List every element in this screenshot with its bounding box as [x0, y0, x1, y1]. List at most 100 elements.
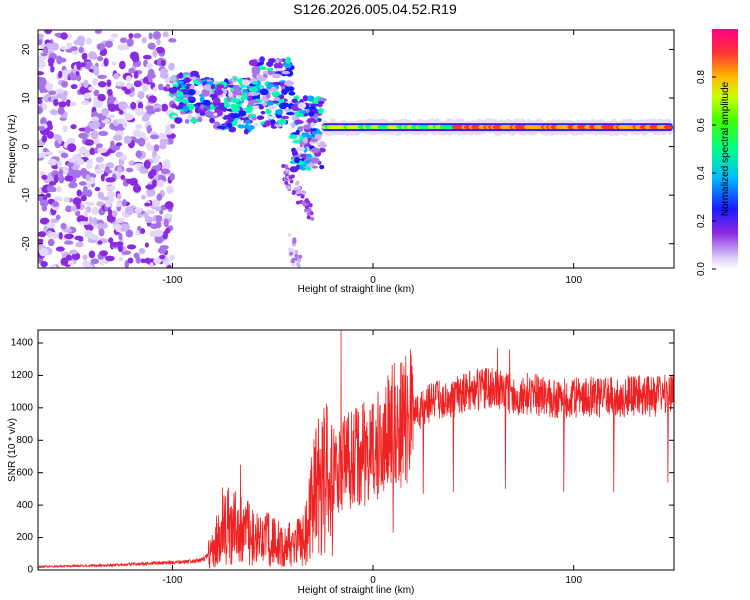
heatmap-cell — [47, 158, 58, 166]
heatmap-cell — [115, 81, 125, 87]
heatmap-cell — [97, 191, 105, 200]
heatmap-cell — [232, 88, 243, 96]
heatmap-cell — [159, 68, 169, 74]
heatmap-cell — [298, 126, 304, 132]
heatmap-cell — [135, 108, 145, 117]
heatmap-cell — [91, 206, 99, 216]
heatmap-cell — [146, 63, 153, 70]
heatmap-cell — [308, 111, 315, 117]
heatmap-cell — [294, 156, 300, 164]
heatmap-cell — [222, 88, 228, 95]
heatmap-cell — [92, 217, 98, 226]
heatmap-layer — [38, 30, 674, 268]
snr-x-label: Height of straight line (km) — [298, 585, 415, 596]
heatmap-cell — [48, 90, 57, 96]
heatmap-cell — [147, 68, 155, 78]
heatmap-cell — [308, 203, 313, 208]
heatmap-cell — [53, 98, 59, 107]
heatmap-cell — [295, 129, 300, 136]
heatmap-cell — [133, 252, 140, 259]
colorbar-tick-label: 0.2 — [696, 214, 707, 228]
heatmap-cell — [281, 163, 286, 168]
heatmap-cell — [161, 103, 169, 112]
heatmap-cell — [174, 97, 182, 102]
heatmap-cell — [86, 182, 91, 189]
heatmap-cell — [277, 118, 287, 125]
heatmap-cell — [251, 116, 257, 121]
heatmap-cell — [96, 143, 103, 149]
heatmap-cell — [70, 124, 77, 130]
heatmap-cell — [295, 180, 300, 185]
heatmap-cell — [146, 108, 156, 115]
heatmap-cell — [290, 122, 296, 129]
heatmap-cell — [168, 38, 177, 43]
heatmap-cell — [296, 186, 301, 191]
heatmap-cell — [80, 194, 87, 202]
heatmap-y-tick-label: 0 — [21, 143, 32, 149]
heatmap-cell — [69, 74, 78, 81]
heatmap-cell — [285, 112, 295, 116]
heatmap-cell — [92, 120, 101, 129]
heatmap-cell — [115, 142, 123, 147]
heatmap-cell — [152, 198, 161, 208]
heatmap-cell — [164, 130, 173, 135]
heatmap-cell — [137, 91, 145, 99]
heatmap-cell — [231, 106, 241, 113]
heatmap-cell — [47, 57, 55, 65]
heatmap-cell — [90, 258, 100, 265]
heatmap-cell — [295, 146, 306, 152]
heatmap-cell — [163, 213, 173, 219]
heatmap-cell — [38, 194, 43, 202]
heatmap-x-tick-label: 100 — [565, 275, 582, 286]
heatmap-cell — [268, 88, 279, 93]
heatmap-cell — [304, 208, 309, 213]
heatmap-cell — [75, 71, 80, 76]
heatmap-cell — [53, 174, 59, 183]
heatmap-cell — [98, 228, 105, 237]
heatmap-cell — [306, 212, 311, 217]
heatmap-cell — [126, 244, 137, 250]
heatmap-cell — [124, 206, 134, 216]
heatmap-cell — [213, 89, 224, 96]
heatmap-cell — [152, 31, 162, 40]
figure-title: S126.2026.005.04.52.R19 — [293, 1, 457, 17]
heatmap-cell — [117, 44, 127, 51]
heatmap-cell — [290, 259, 295, 264]
heatmap-cell — [128, 178, 138, 186]
colorbar — [712, 29, 738, 269]
heatmap-cell — [128, 33, 134, 39]
heatmap-cell — [232, 84, 240, 90]
heatmap-cell — [294, 119, 303, 125]
heatmap-cell — [64, 233, 74, 240]
snr-x-tick-label: 0 — [370, 575, 376, 586]
heatmap-cell — [281, 70, 290, 75]
heatmap-cell — [162, 168, 171, 175]
heatmap-cell — [107, 114, 116, 119]
heatmap-cell — [153, 229, 164, 237]
colorbar-tick-label: 0.6 — [696, 118, 707, 132]
snr-x-tick-label: 100 — [565, 575, 582, 586]
heatmap-cell — [142, 54, 152, 60]
heatmap-cell — [40, 116, 47, 126]
heatmap-cell — [97, 74, 107, 79]
heatmap-cell — [76, 158, 85, 166]
heatmap-cell — [42, 46, 49, 55]
heatmap-cell — [154, 206, 162, 212]
heatmap-cell — [260, 110, 266, 115]
heatmap-cell — [50, 42, 60, 51]
heatmap-cell — [85, 224, 94, 232]
heatmap-cell — [318, 147, 326, 153]
heatmap-cell — [101, 107, 110, 117]
heatmap-cell — [137, 137, 146, 147]
heatmap-cell — [130, 101, 137, 110]
heatmap-cell — [98, 130, 109, 137]
snr-y-label: SNR (10 * v/v) — [7, 418, 18, 482]
heatmap-cell — [262, 102, 268, 107]
heatmap-cell — [291, 242, 296, 247]
heatmap-cell — [169, 76, 177, 82]
heatmap-cell — [78, 181, 87, 186]
heatmap-cell — [119, 37, 128, 44]
heatmap-cell — [82, 254, 88, 261]
heatmap-cell — [288, 134, 298, 140]
heatmap-cell — [105, 255, 115, 262]
